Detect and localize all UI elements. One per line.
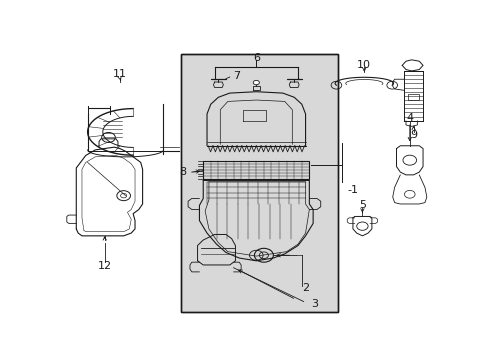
Text: 10: 10 [357, 59, 370, 69]
Text: 7: 7 [233, 72, 240, 81]
Text: 11: 11 [113, 69, 126, 79]
Text: 4: 4 [406, 113, 412, 123]
Text: 8: 8 [179, 167, 186, 177]
Bar [180, 54, 337, 312]
Text: 9: 9 [409, 130, 416, 140]
Bar [180, 54, 337, 312]
Text: -1: -1 [346, 185, 358, 195]
Text: 3: 3 [311, 299, 318, 309]
Circle shape [253, 80, 259, 85]
Text: 5: 5 [358, 201, 365, 210]
Text: 6: 6 [252, 53, 259, 63]
Text: 12: 12 [98, 261, 112, 271]
Text: 2: 2 [301, 283, 308, 293]
Bar [407, 94, 418, 100]
